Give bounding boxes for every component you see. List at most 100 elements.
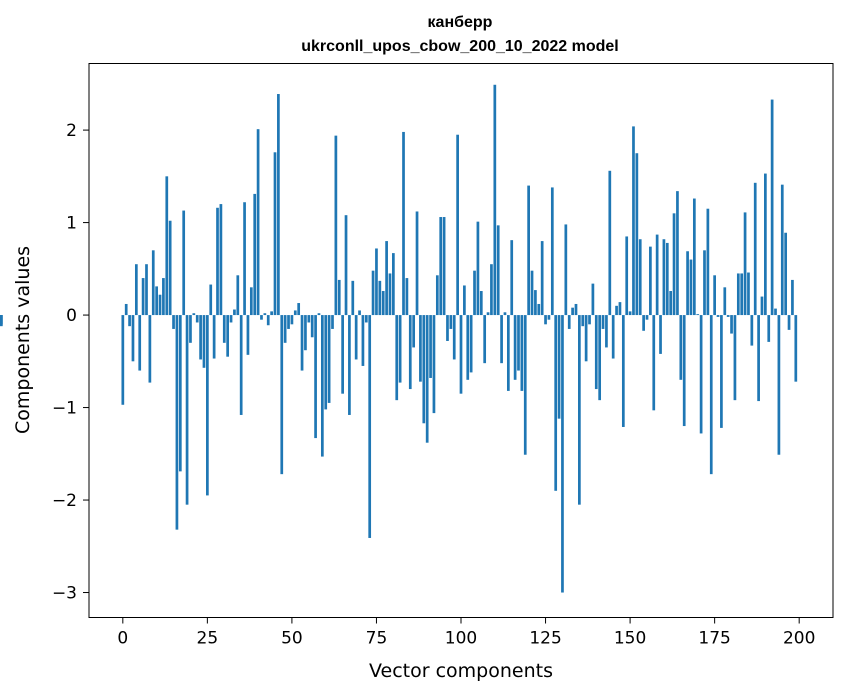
bar xyxy=(429,315,432,378)
bar xyxy=(591,283,595,316)
bar xyxy=(412,315,416,348)
x-tick-label: 50 xyxy=(281,629,303,649)
bar xyxy=(290,315,294,325)
bar xyxy=(652,315,656,411)
bar xyxy=(669,291,673,316)
chart-title: канберр xyxy=(428,14,493,31)
bar xyxy=(672,213,676,316)
bar xyxy=(581,315,585,327)
bar xyxy=(635,153,639,316)
x-tick-label: 75 xyxy=(366,629,388,649)
bar xyxy=(713,275,716,316)
bar xyxy=(588,315,591,325)
bar xyxy=(534,290,537,316)
bar xyxy=(277,94,280,316)
bar xyxy=(304,315,307,351)
bar xyxy=(378,280,382,316)
bar xyxy=(523,315,527,455)
bar xyxy=(527,185,530,316)
bar xyxy=(703,250,706,316)
bar xyxy=(314,315,317,439)
bar xyxy=(794,315,798,382)
bar xyxy=(466,315,470,380)
bar xyxy=(574,303,578,316)
y-tick-label: 2 xyxy=(66,121,77,141)
bar xyxy=(351,280,355,316)
bar xyxy=(659,315,662,354)
bar xyxy=(293,310,297,316)
x-tick-label: 100 xyxy=(445,629,477,649)
bar xyxy=(195,315,199,323)
bar xyxy=(337,279,341,316)
bar xyxy=(202,315,206,368)
bar xyxy=(233,309,236,316)
x-tick-label: 200 xyxy=(783,629,815,649)
bar xyxy=(388,273,392,316)
bar xyxy=(270,311,273,316)
y-axis-label: Components values xyxy=(12,246,34,434)
bar xyxy=(253,193,257,316)
bar xyxy=(310,315,314,338)
bar xyxy=(151,250,155,316)
bar xyxy=(141,278,145,316)
x-tick-label: 150 xyxy=(614,629,646,649)
bar xyxy=(730,315,733,334)
x-tick-label: 0 xyxy=(117,629,128,649)
bar xyxy=(0,315,3,325)
bar xyxy=(692,198,696,316)
bar xyxy=(432,315,436,414)
bar xyxy=(645,315,649,320)
bar xyxy=(564,224,568,316)
bar xyxy=(476,221,480,316)
bar xyxy=(716,315,720,317)
bar xyxy=(723,287,727,316)
bar xyxy=(348,315,351,415)
bar xyxy=(676,191,679,316)
bar xyxy=(578,315,581,505)
bar xyxy=(307,315,311,323)
bar xyxy=(273,152,277,316)
bar xyxy=(743,212,747,316)
bar xyxy=(172,315,175,329)
bar xyxy=(767,315,771,342)
x-tick-label: 175 xyxy=(698,629,730,649)
bar xyxy=(446,315,449,341)
bar xyxy=(496,225,500,316)
bar xyxy=(317,313,321,316)
bar xyxy=(134,264,138,316)
bar xyxy=(300,315,304,371)
bar xyxy=(331,315,334,329)
bar xyxy=(375,248,378,316)
bar xyxy=(402,131,405,316)
bar xyxy=(679,315,683,380)
bar xyxy=(398,315,402,383)
y-tick-label: −3 xyxy=(52,584,77,604)
bar xyxy=(256,129,260,316)
x-axis-ticks: 0 25 50 75 100 125 150 175 200 xyxy=(117,617,815,649)
bar xyxy=(490,264,493,316)
bar xyxy=(131,315,135,362)
bar xyxy=(780,184,784,316)
bar xyxy=(537,303,541,316)
bar xyxy=(145,264,148,316)
bar xyxy=(283,315,287,343)
bar xyxy=(584,315,588,362)
bar xyxy=(392,253,395,316)
bar xyxy=(733,315,737,401)
bar xyxy=(425,315,429,443)
bar xyxy=(212,315,216,359)
bar xyxy=(155,286,158,316)
bar xyxy=(381,291,385,316)
bar xyxy=(760,296,764,316)
bar xyxy=(500,315,503,364)
bar xyxy=(682,315,686,427)
bar xyxy=(632,126,635,316)
bar xyxy=(395,315,399,401)
bar xyxy=(594,315,598,390)
bar xyxy=(530,270,534,316)
bar xyxy=(557,315,561,419)
x-tick-label: 125 xyxy=(529,629,561,649)
bar xyxy=(324,315,328,410)
bar xyxy=(439,217,443,316)
y-tick-label: −2 xyxy=(52,491,77,511)
